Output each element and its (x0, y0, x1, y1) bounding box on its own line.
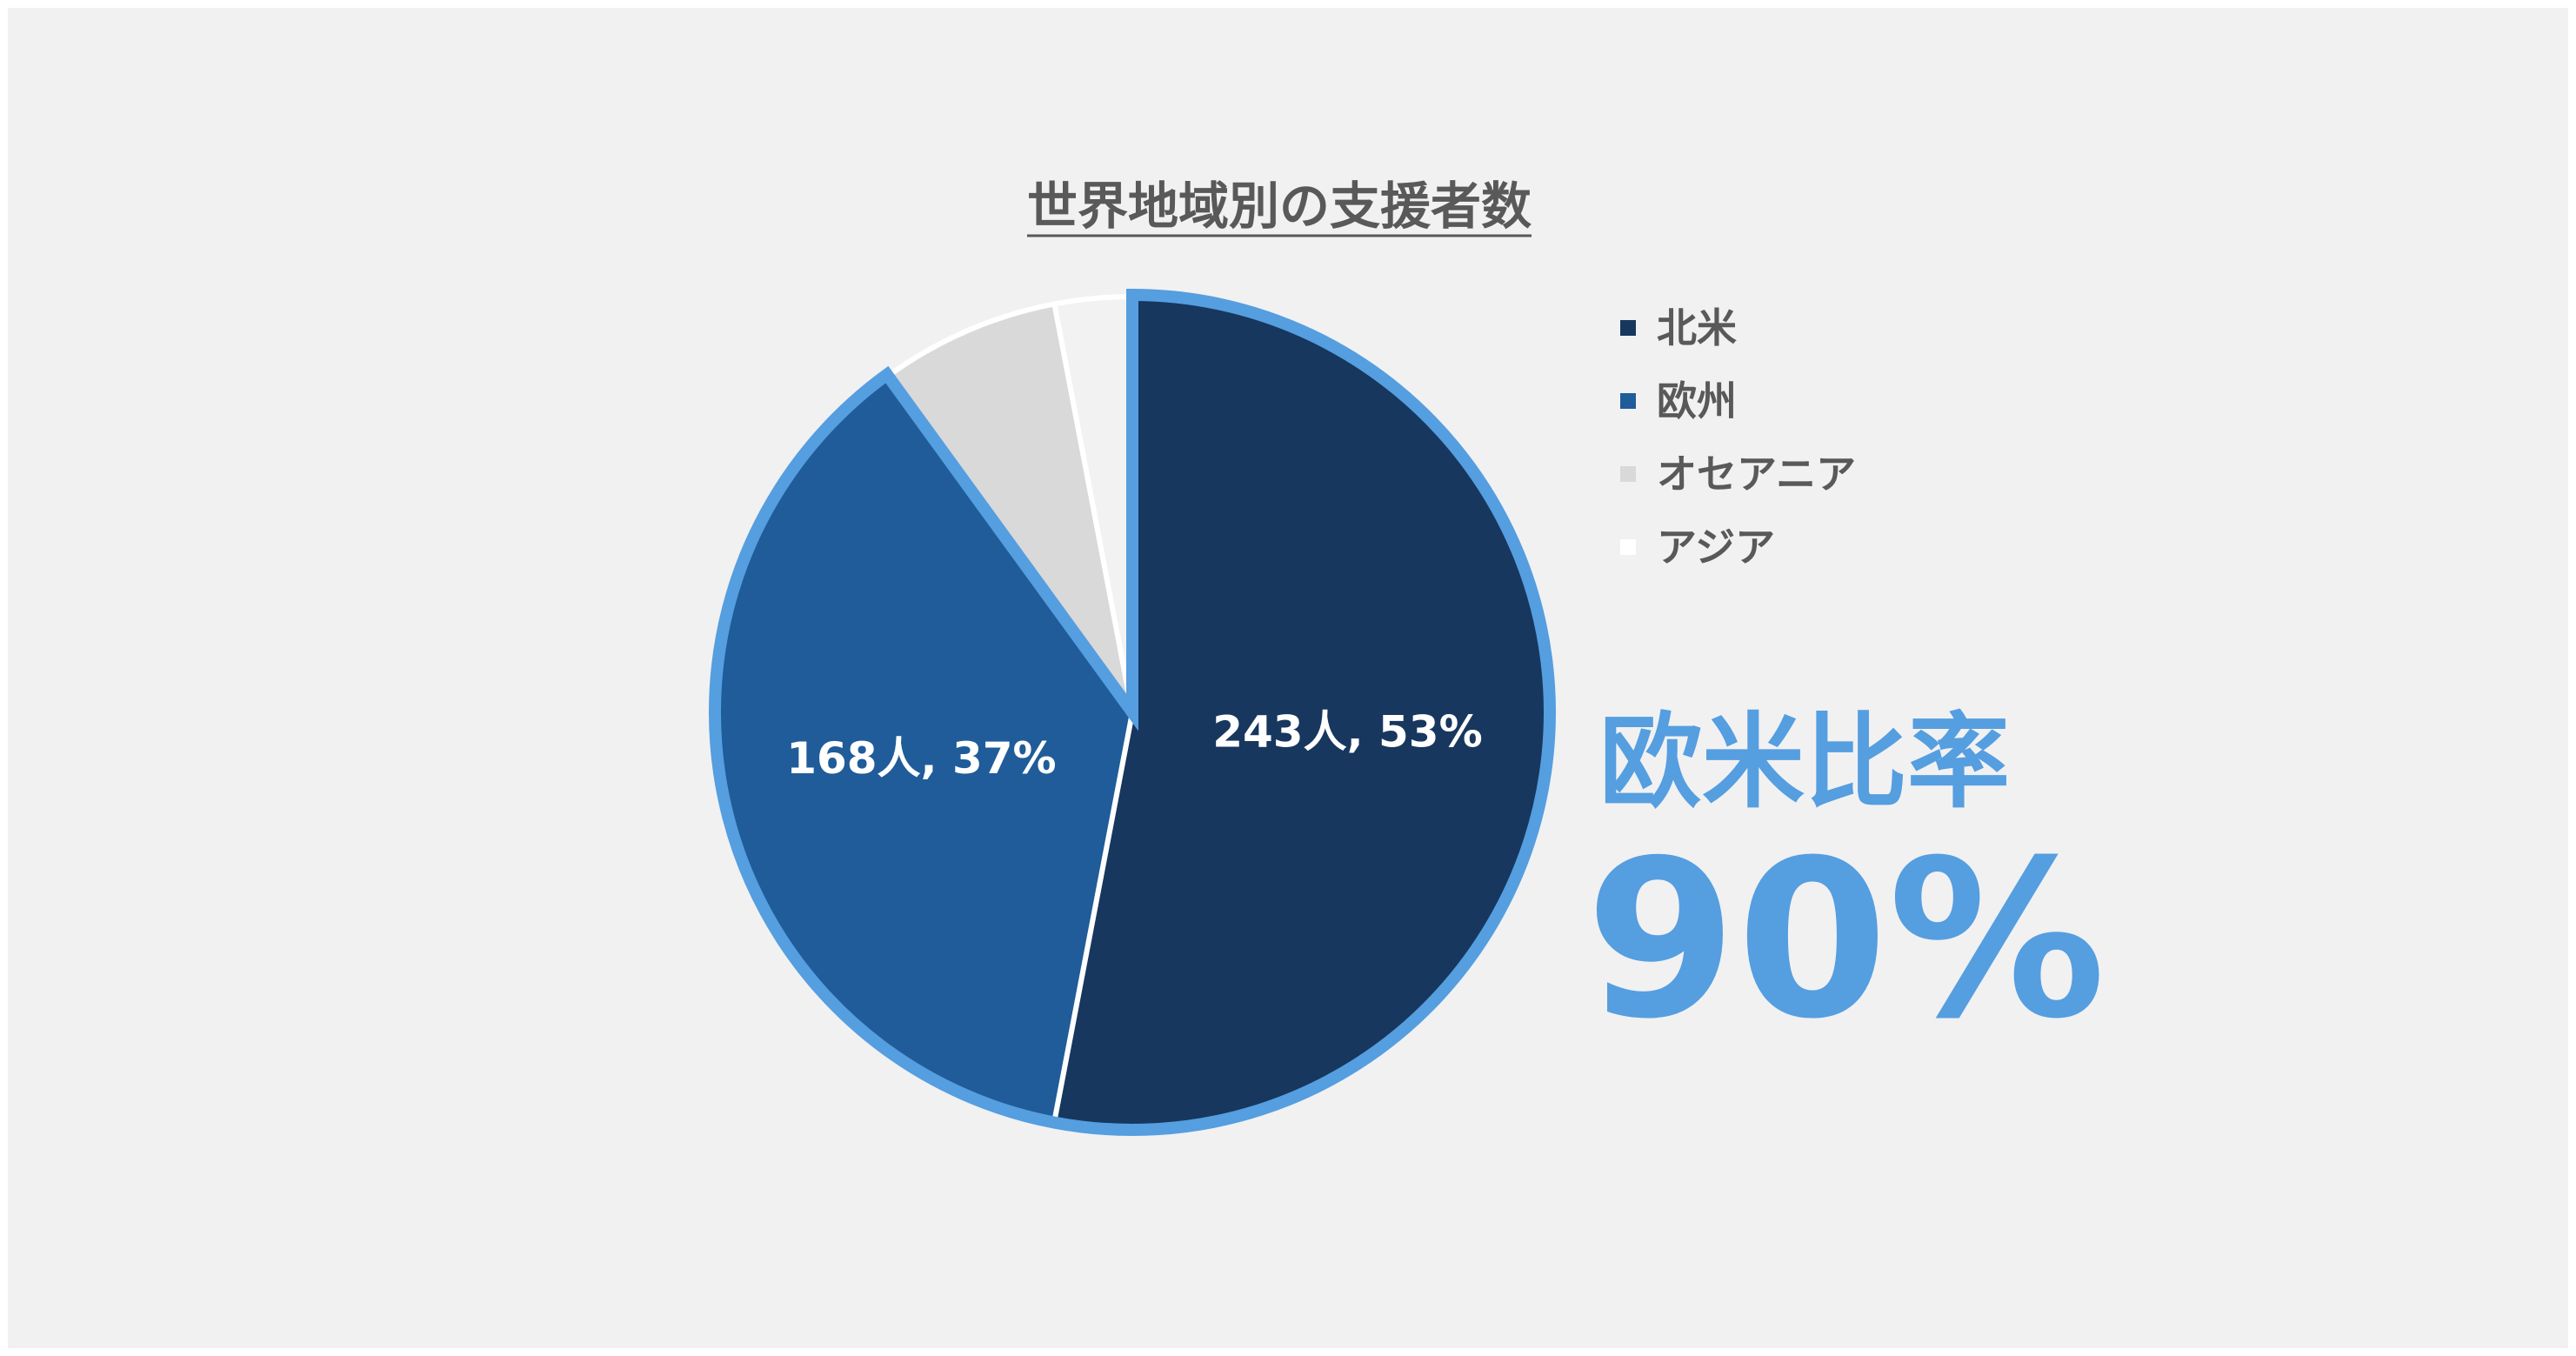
legend-swatch-3 (1620, 466, 1636, 482)
legend-label-3: オセアニア (1657, 451, 1856, 498)
pie-slice-3 (885, 301, 1135, 715)
legend-label-1: 北米 (1657, 304, 1737, 351)
legend-swatch-1 (1620, 320, 1636, 336)
highlight-outline (709, 288, 1556, 1136)
pie-slices (709, 288, 1556, 1136)
chart-title: 世界地域別の支援者数 (1027, 177, 1532, 236)
callout-value: 90% (1585, 813, 2106, 1066)
chart-panel: 世界地域別の支援者数 243人, 53% 168人, 37% 北米欧州オセアニアア… (8, 8, 2568, 1348)
legend-label-2: 欧州 (1657, 377, 1737, 424)
callout-label: 欧米比率 (1599, 702, 2010, 822)
legend-swatch-4 (1620, 539, 1636, 555)
legend-swatch-2 (1620, 393, 1636, 409)
data-label-2: 168人, 37% (786, 733, 1056, 784)
data-label-1: 243人, 53% (1212, 706, 1482, 757)
data-labels: 243人, 53% 168人, 37% (786, 706, 1482, 784)
legend-label-4: アジア (1657, 524, 1775, 571)
pie-chart: 世界地域別の支援者数 243人, 53% 168人, 37% 北米欧州オセアニアア… (709, 177, 2106, 1136)
